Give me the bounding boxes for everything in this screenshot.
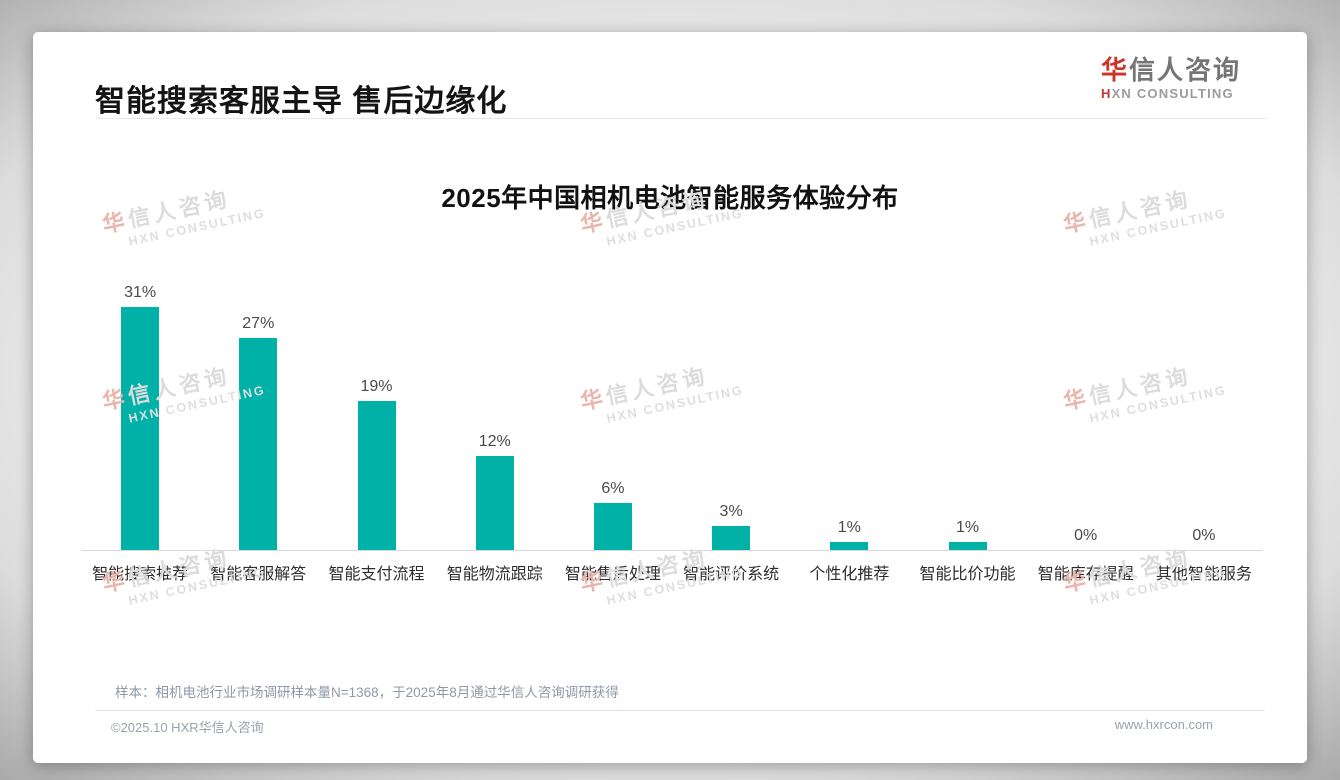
logo-english-name: HXN CONSULTING	[1101, 86, 1241, 101]
bar	[593, 502, 632, 550]
bar-column: 1%	[790, 279, 908, 550]
bar-category-label: 智能搜索推荐	[92, 566, 189, 583]
sample-note: 样本：相机电池行业市场调研样本量N=1368，于2025年8月通过华信人咨询调研…	[115, 685, 619, 700]
logo-chinese-name: 华信人咨询	[1101, 56, 1241, 85]
website-url: www.hxrcon.com	[1114, 717, 1213, 732]
bar-category-label: 智能评价系统	[683, 566, 780, 583]
bar-value-label: 31%	[124, 283, 157, 301]
bar-category-label: 智能物流跟踪	[446, 566, 543, 583]
bar-value-label: 1%	[837, 518, 861, 536]
bar-value-label: 1%	[955, 518, 980, 536]
chart-title: 2025年中国相机电池智能服务体验分布	[441, 183, 899, 213]
bar-column: 19%	[317, 279, 435, 550]
bar-value-label: 12%	[478, 432, 511, 450]
bar-column: 1%	[908, 279, 1026, 550]
bar-column: 27%	[199, 279, 317, 550]
bar	[475, 455, 514, 550]
logo-rest-chars: 信人咨询	[1128, 55, 1241, 85]
bar-column: 0%	[1145, 279, 1263, 550]
report-slide: 智能搜索客服主导 售后边缘化 华信人咨询 HXN CONSULTING 2025…	[33, 32, 1307, 763]
chart-plot-area: 31% 27% 19% 12% 6% 3% 1% 1% 0% 0%	[81, 279, 1263, 551]
bar	[357, 401, 396, 550]
bar-category-label: 智能比价功能	[919, 566, 1016, 583]
header-divider	[96, 118, 1267, 119]
bar-category-label: 智能支付流程	[328, 566, 425, 583]
bar-column: 6%	[554, 279, 672, 550]
bar-chart: 31% 27% 19% 12% 6% 3% 1% 1% 0% 0% 智能搜索推荐 智能客服解答 智能支…	[81, 279, 1263, 584]
bar-value-label: 27%	[242, 315, 275, 333]
bar-value-label: 6%	[601, 479, 625, 497]
company-logo: 华信人咨询 HXN CONSULTING	[1101, 56, 1241, 101]
bar	[948, 542, 987, 550]
bar-value-label: 0%	[1074, 526, 1098, 544]
bar-column: 12%	[436, 279, 554, 550]
bar-column: 0%	[1027, 279, 1145, 550]
bar-category-label: 个性化推荐	[809, 566, 890, 583]
logo-accent-char: 华	[1100, 55, 1129, 85]
bar	[121, 306, 160, 550]
bar-column: 3%	[672, 279, 790, 550]
bar	[712, 526, 751, 550]
bar-value-label: 3%	[719, 503, 743, 521]
bar-category-label: 智能库存提醒	[1037, 566, 1134, 583]
bar-category-label: 其他智能服务	[1155, 566, 1252, 583]
chart-category-axis: 智能搜索推荐 智能客服解答 智能支付流程 智能物流跟踪 智能售后处理 智能评价系统 个性化推…	[81, 560, 1263, 584]
bar-category-label: 智能客服解答	[210, 566, 307, 583]
slide-footer: ©2025.10 HXR华信人咨询 www.hxrcon.com	[111, 717, 1213, 736]
bar	[239, 338, 278, 550]
page-title: 智能搜索客服主导 售后边缘化	[95, 85, 508, 118]
logo-en-accent-char: H	[1100, 85, 1112, 101]
logo-en-rest-chars: XN CONSULTING	[1111, 85, 1234, 101]
bar-category-label: 智能售后处理	[564, 566, 661, 583]
copyright-text: ©2025.10 HXR华信人咨询	[111, 720, 264, 735]
footer-divider	[95, 710, 1265, 711]
bar-value-label: 19%	[360, 377, 393, 395]
bar	[830, 542, 869, 550]
bar-column: 31%	[81, 279, 199, 550]
bar-value-label: 0%	[1192, 526, 1216, 544]
